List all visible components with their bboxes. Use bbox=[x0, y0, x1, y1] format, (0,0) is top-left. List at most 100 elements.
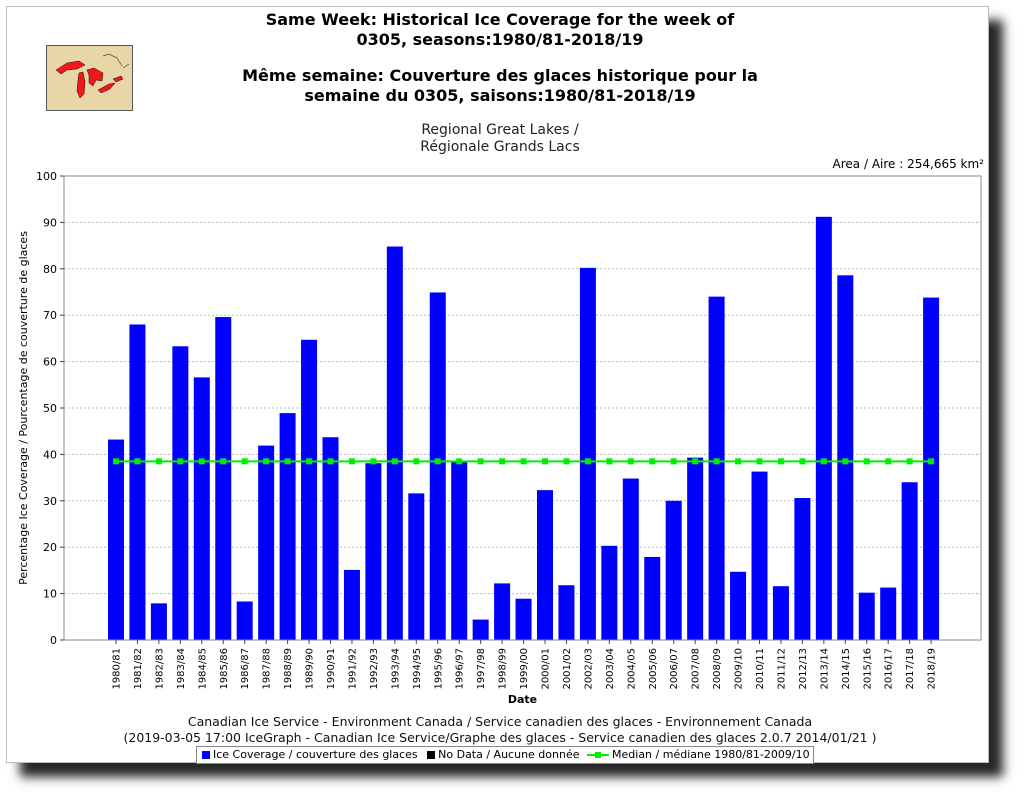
x-tick-label: 2004/05 bbox=[626, 648, 637, 690]
x-tick-label: 1983/84 bbox=[176, 648, 187, 690]
bar bbox=[301, 339, 318, 640]
median-marker bbox=[177, 458, 184, 465]
x-tick-label: 2013/14 bbox=[819, 648, 830, 690]
x-tick-label: 2000/01 bbox=[541, 648, 552, 690]
bar bbox=[258, 445, 275, 640]
bar bbox=[472, 619, 489, 640]
bar bbox=[343, 569, 360, 640]
median-marker bbox=[241, 458, 248, 465]
median-marker bbox=[692, 458, 699, 465]
x-tick-label: 1990/91 bbox=[326, 648, 337, 690]
x-tick-label: 2011/12 bbox=[776, 648, 787, 690]
bar bbox=[236, 601, 253, 640]
y-tick-label: 80 bbox=[43, 263, 57, 276]
x-tick-label: 1988/89 bbox=[283, 648, 294, 690]
median-marker bbox=[735, 458, 742, 465]
bar bbox=[601, 545, 618, 640]
median-marker bbox=[649, 458, 656, 465]
great-lakes-map-icon bbox=[46, 45, 133, 111]
bar bbox=[579, 267, 596, 640]
median-marker bbox=[885, 458, 892, 465]
ice-coverage-chart: 0 10 20 30 40 50 60 70 80 90 100 1980/81 1981/82 1982… bbox=[17, 170, 982, 706]
x-tick-label: 2015/16 bbox=[862, 648, 873, 690]
y-tick-label: 30 bbox=[43, 495, 57, 508]
median-marker bbox=[928, 458, 935, 465]
median-marker bbox=[542, 458, 548, 465]
bar bbox=[794, 498, 811, 640]
median-marker bbox=[134, 458, 141, 465]
bar bbox=[558, 585, 575, 640]
median-marker bbox=[113, 458, 119, 465]
bar bbox=[193, 377, 210, 640]
x-tick-label: 1991/92 bbox=[347, 648, 358, 690]
legend-nodata-swatch bbox=[427, 751, 436, 759]
x-tick-label: 2016/17 bbox=[884, 648, 895, 690]
median-marker bbox=[863, 458, 870, 465]
x-tick-label: 2006/07 bbox=[669, 648, 680, 690]
x-tick-label: 1993/94 bbox=[390, 648, 401, 690]
bar bbox=[386, 246, 403, 640]
y-tick-label: 100 bbox=[36, 170, 57, 183]
x-tick-label: 1994/95 bbox=[412, 648, 423, 690]
x-tick-label: 2012/13 bbox=[798, 648, 809, 690]
footer-version: (2019-03-05 17:00 IceGraph - Canadian Ic… bbox=[123, 730, 877, 745]
x-tick-label: 1989/90 bbox=[305, 648, 316, 690]
y-tick-label: 50 bbox=[43, 402, 57, 415]
bar bbox=[429, 292, 446, 640]
bar bbox=[815, 216, 832, 640]
median-marker bbox=[370, 458, 377, 465]
bar bbox=[108, 439, 124, 640]
bar bbox=[451, 461, 468, 640]
median-marker bbox=[584, 458, 591, 465]
bar bbox=[858, 592, 875, 640]
bar bbox=[708, 296, 725, 640]
median-marker bbox=[799, 458, 806, 465]
median-marker bbox=[284, 458, 291, 465]
title-line-1: Same Week: Historical Ice Coverage for t… bbox=[265, 10, 735, 29]
bar bbox=[215, 317, 232, 640]
median-marker bbox=[563, 458, 570, 465]
bar bbox=[880, 587, 897, 640]
x-tick-label: 2017/18 bbox=[905, 648, 916, 690]
x-tick-label: 1998/99 bbox=[498, 648, 509, 690]
median-marker bbox=[327, 458, 334, 465]
title-line-3: Même semaine: Couverture des glaces hist… bbox=[242, 66, 758, 85]
median-marker bbox=[263, 458, 270, 465]
x-tick-label: 2003/04 bbox=[605, 648, 616, 690]
median-marker bbox=[198, 458, 205, 465]
legend-median-label: Median / médiane 1980/81-2009/10 bbox=[612, 748, 810, 761]
legend-median-swatch bbox=[587, 751, 610, 759]
bar bbox=[322, 437, 339, 640]
bar bbox=[129, 324, 146, 640]
legend-ice-label: Ice Coverage / couverture des glaces bbox=[213, 748, 418, 761]
median-marker bbox=[820, 458, 827, 465]
y-tick-label: 60 bbox=[43, 356, 57, 369]
median-marker bbox=[306, 458, 313, 465]
y-tick-label: 70 bbox=[43, 309, 57, 322]
median-marker bbox=[348, 458, 355, 465]
median-marker bbox=[713, 458, 720, 465]
bar bbox=[494, 583, 511, 640]
x-tick-label: 2005/06 bbox=[648, 648, 659, 690]
x-tick-label: 1992/93 bbox=[369, 648, 380, 690]
x-tick-label: 1985/86 bbox=[219, 648, 230, 690]
x-tick-label: 2009/10 bbox=[734, 648, 745, 690]
median-marker bbox=[499, 458, 506, 465]
median-marker bbox=[434, 458, 441, 465]
legend-nodata-label: No Data / Aucune donnée bbox=[438, 748, 580, 761]
x-tick-label: 1982/83 bbox=[154, 648, 165, 690]
y-tick-label: 0 bbox=[50, 634, 57, 647]
x-tick-label: 1997/98 bbox=[476, 648, 487, 690]
bar bbox=[279, 413, 296, 640]
median-marker bbox=[413, 458, 420, 465]
x-tick-label: 2018/19 bbox=[927, 648, 938, 690]
x-tick-label: 1987/88 bbox=[262, 648, 273, 690]
median-marker bbox=[670, 458, 677, 465]
y-tick-label: 10 bbox=[43, 588, 57, 601]
bar bbox=[644, 556, 661, 640]
x-tick-label: 1996/97 bbox=[455, 648, 466, 690]
bar bbox=[687, 457, 704, 640]
subtitle-line-1: Regional Great Lakes / bbox=[421, 122, 579, 138]
bar bbox=[923, 297, 940, 640]
bar bbox=[837, 275, 854, 640]
